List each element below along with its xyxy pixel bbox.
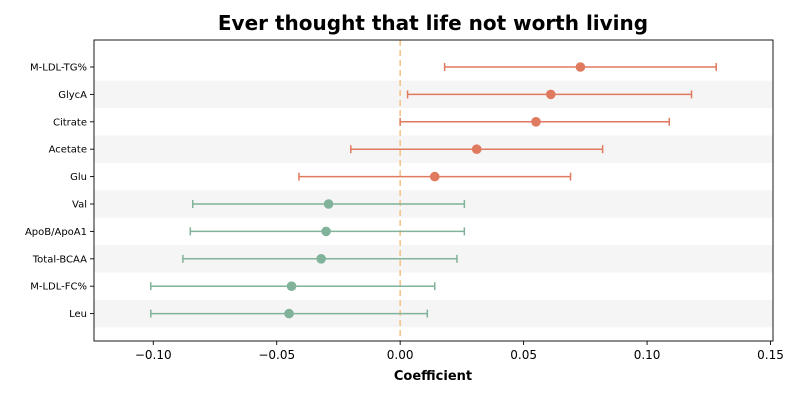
y-tick-label: Leu — [69, 309, 87, 320]
y-axis: M-LDL-TG% GlycA Citrate Acetate Glu Val ApoB/A… — [25, 63, 94, 320]
y-tick-label: Glu — [70, 172, 87, 183]
x-tick-label: −0.10 — [135, 348, 172, 362]
estimate-point — [321, 226, 331, 237]
estimate-point — [284, 308, 294, 319]
y-tick-label: GlycA — [58, 90, 87, 101]
estimate-point — [286, 281, 297, 292]
estimate-point — [429, 171, 440, 182]
x-tick-label: 0.05 — [510, 348, 537, 362]
x-tick-label: 0.10 — [634, 348, 661, 362]
estimate-points — [284, 62, 586, 319]
estimate-point — [575, 62, 586, 72]
y-tick-label: Acetate — [49, 145, 87, 156]
estimate-point — [471, 144, 482, 154]
x-axis: −0.10 −0.05 0.00 0.05 0.10 0.15 — [135, 341, 784, 362]
x-axis-label: Coefficient — [394, 369, 472, 384]
plot-frame — [93, 39, 774, 342]
y-tick-label: ApoB/ApoA1 — [25, 227, 87, 238]
y-tick-label: Citrate — [53, 117, 87, 128]
x-tick-label: 0.15 — [757, 348, 784, 362]
y-tick-label: M-LDL-TG% — [30, 63, 87, 74]
estimate-point — [323, 199, 334, 209]
y-tick-label: Total-BCAA — [32, 254, 87, 265]
estimate-point — [545, 89, 556, 100]
x-tick-label: 0.00 — [387, 348, 414, 362]
y-tick-label: M-LDL-FC% — [30, 282, 87, 293]
x-tick-label: −0.05 — [258, 348, 295, 362]
estimate-point — [531, 117, 541, 127]
chart-title: Ever thought that life not worth living — [218, 11, 648, 35]
estimate-point — [316, 253, 326, 264]
y-tick-label: Val — [72, 200, 87, 211]
